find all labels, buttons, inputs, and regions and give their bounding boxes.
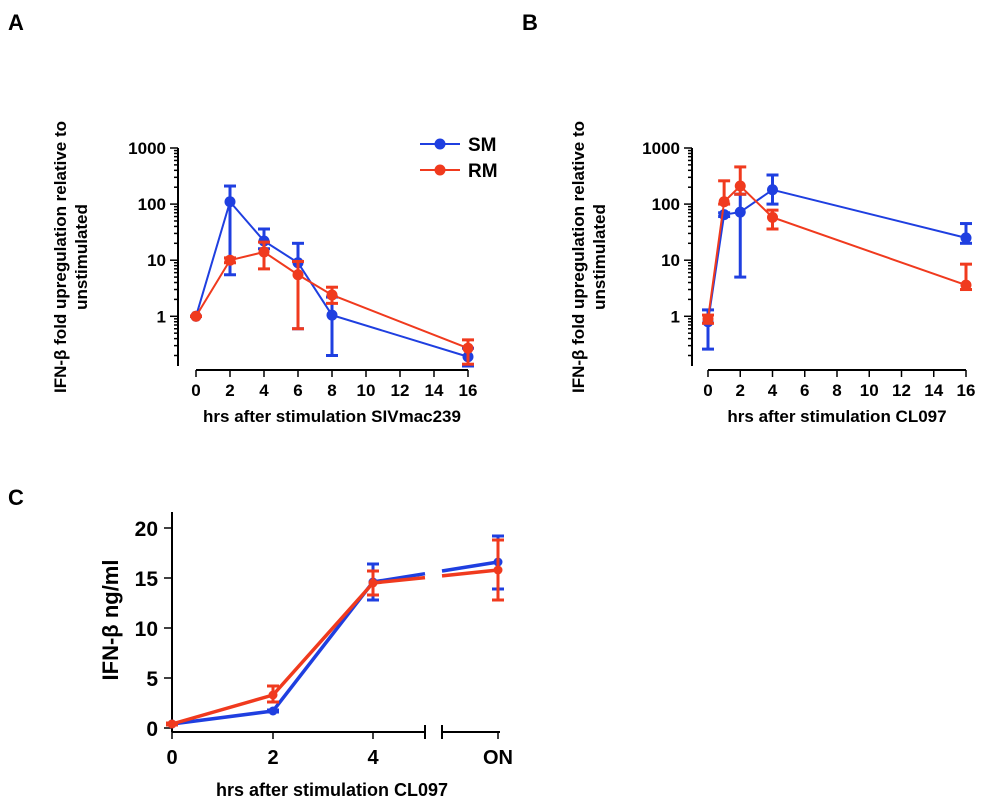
panel-a-chart: 1 10 100 1000 0 2 4 6 8 10 12 14 16 hrs after stimula… [51, 121, 498, 426]
panel-b-y-tick-label: 1000 [642, 139, 680, 158]
panel-b-rm-point [702, 313, 714, 325]
panel-c-series-sm-line-post-break [441, 560, 499, 573]
panel-b-x-axis-label: hrs after stimulation CL097 [727, 407, 946, 426]
panel-a-y-tick-label: 10 [147, 251, 166, 270]
panel-b-y-tick-label: 100 [652, 195, 680, 214]
panel-a-x-axis-label: hrs after stimulation SIVmac239 [203, 407, 461, 426]
panel-b-y-axis-label-line1: IFN-β fold upregulation relative to [569, 121, 588, 393]
panel-c-x-tick-label: 0 [166, 747, 177, 769]
panel-a-x-tick-label: 6 [293, 381, 302, 400]
panel-b-rm-point [734, 180, 746, 192]
panel-a-y-axis-label: IFN-β fold upregulation relative to unsti… [51, 121, 91, 393]
panel-c-y-axis-label: IFN-β ng/ml [98, 560, 123, 681]
panel-c-series-rm-line-post-break [441, 568, 499, 578]
panel-b-rm-point [718, 196, 730, 208]
panel-c-rm-point [268, 690, 278, 700]
panel-c-chart: 0 5 10 15 20 0 2 4 ON hrs after stimulation CL097… [98, 512, 513, 800]
panel-c-x-axis-label: hrs after stimulation CL097 [216, 780, 448, 800]
panel-letter-c: C [8, 485, 24, 510]
panel-b-x-tick-label: 0 [703, 381, 712, 400]
panel-b-sm-point [734, 206, 746, 218]
panel-c-y-tick-label: 10 [135, 618, 158, 641]
panel-b-x-tick-label: 4 [768, 381, 778, 400]
panel-c-rm-point [167, 719, 177, 729]
panel-b-chart: 1 10 100 1000 0 2 4 6 8 10 12 14 16 hrs after stimula… [569, 121, 975, 426]
panel-letter-b: B [522, 10, 538, 35]
panel-b-x-tick-label: 6 [800, 381, 809, 400]
panel-c-y-tick-label: 0 [146, 718, 158, 741]
panel-a-x-tick-label: 10 [357, 381, 376, 400]
legend-rm-marker [434, 164, 446, 176]
panel-b-x-tick-label: 8 [832, 381, 841, 400]
panel-b-x-tick-label: 16 [957, 381, 976, 400]
panel-a-x-tick-label: 4 [259, 381, 269, 400]
panel-b-y-tick-label: 10 [661, 251, 680, 270]
panel-b-y-axis-label: IFN-β fold upregulation relative to unsti… [569, 121, 609, 393]
panel-b-y-axis-label-line2: unstimulated [590, 204, 609, 310]
panel-b-rm-point [767, 211, 778, 223]
legend-sm-label: SM [468, 135, 497, 156]
panel-c-x-tick-label: ON [483, 747, 513, 769]
panel-c-y-tick-label: 5 [146, 668, 158, 691]
panel-c-rm-point [493, 565, 503, 575]
panel-b-sm-point [960, 232, 972, 244]
panel-letter-a: A [8, 10, 24, 35]
panel-b-sm-point [718, 209, 730, 221]
panel-a-x-tick-label: 0 [191, 381, 200, 400]
panel-b-x-tick-label: 12 [892, 381, 911, 400]
panel-c-y-tick-label: 15 [135, 568, 159, 591]
legend-sm-marker [434, 138, 446, 150]
panel-a-y-axis-label-line1: IFN-β fold upregulation relative to [51, 121, 70, 393]
panel-a-y-axis-label-line2: unstimulated [72, 204, 91, 310]
panel-a-rm-point [190, 310, 202, 322]
panel-b-x-tick-label: 10 [860, 381, 879, 400]
panel-c-x-tick-label: 4 [367, 747, 379, 769]
panel-a-series-rm-line [195, 250, 469, 350]
panel-b-y-tick-label: 1 [671, 307, 680, 326]
panel-a-x-tick-label: 16 [459, 381, 478, 400]
panel-a-rm-point [326, 289, 338, 301]
panel-c-sm-point [268, 706, 278, 716]
panel-a-sm-point [326, 309, 338, 321]
panel-b-x-tick-label: 2 [736, 381, 745, 400]
panel-a-x-tick-label: 12 [391, 381, 410, 400]
panel-a-x-tick-label: 14 [425, 381, 444, 400]
panel-c-y-tick-label: 20 [135, 518, 158, 541]
panel-a-rm-point [224, 254, 236, 266]
panel-c-x-tick-label: 2 [267, 747, 278, 769]
legend-rm-label: RM [468, 161, 498, 182]
panel-a-y-tick-label: 1 [157, 307, 166, 326]
panel-a-rm-point [462, 342, 474, 354]
panel-a-rm-point [258, 246, 270, 258]
panel-b-sm-point [767, 184, 778, 196]
panel-a-x-tick-label: 2 [225, 381, 234, 400]
panel-a-x-tick-label: 8 [327, 381, 336, 400]
panel-a-y-tick-label: 100 [138, 195, 166, 214]
panel-c-rm-point [368, 578, 378, 588]
panel-b-rm-point [960, 279, 972, 291]
panel-a-series-sm-line [195, 199, 469, 358]
panel-a-sm-point [224, 196, 236, 208]
panel-a-rm-point [292, 269, 304, 281]
panel-a-y-tick-label: 1000 [128, 139, 166, 158]
panel-b-x-tick-label: 14 [924, 381, 943, 400]
panel-b-series-sm-line [707, 188, 967, 322]
panel-c-series-rm-line-pre-break [372, 575, 426, 585]
